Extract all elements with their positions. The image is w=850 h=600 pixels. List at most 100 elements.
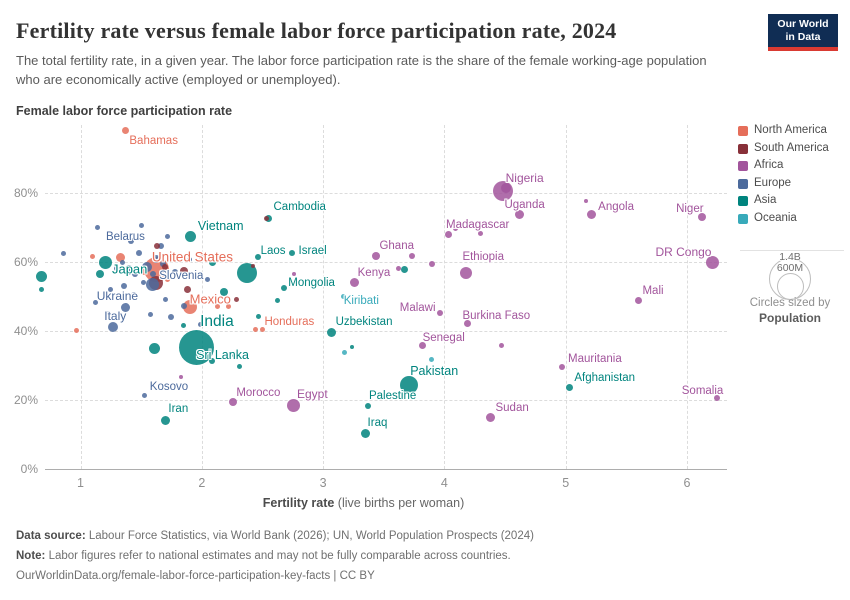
- data-point[interactable]: [74, 328, 80, 334]
- data-point-malawi[interactable]: [436, 310, 443, 317]
- data-point-kenya[interactable]: [350, 277, 360, 287]
- data-point[interactable]: [395, 265, 401, 271]
- data-point[interactable]: [408, 253, 415, 260]
- data-point-ghana[interactable]: [372, 252, 381, 261]
- data-point-mauritania[interactable]: [559, 363, 566, 370]
- data-point-mongolia[interactable]: [281, 284, 288, 291]
- data-point[interactable]: [225, 304, 231, 310]
- data-point[interactable]: [121, 283, 128, 290]
- data-point-vietnam[interactable]: [185, 230, 197, 242]
- data-point-dr-congo[interactable]: [705, 255, 719, 269]
- data-point-belarus[interactable]: [128, 237, 135, 244]
- data-point-senegal[interactable]: [419, 342, 427, 350]
- data-point-kosovo[interactable]: [142, 393, 148, 399]
- data-point-uganda[interactable]: [515, 209, 525, 219]
- data-point-sri-lanka[interactable]: [208, 358, 215, 364]
- data-point[interactable]: [256, 313, 262, 319]
- data-point[interactable]: [428, 357, 434, 363]
- data-point[interactable]: [342, 349, 348, 355]
- data-point[interactable]: [165, 276, 171, 282]
- data-point[interactable]: [138, 222, 144, 228]
- data-point[interactable]: [179, 374, 184, 379]
- data-point[interactable]: [135, 250, 142, 257]
- data-point[interactable]: [250, 264, 255, 269]
- data-point-bahamas[interactable]: [121, 127, 129, 135]
- data-point[interactable]: [168, 314, 175, 321]
- data-point[interactable]: [116, 253, 126, 262]
- data-point[interactable]: [205, 297, 211, 303]
- data-point-uzbekistan[interactable]: [327, 327, 337, 337]
- footer-url[interactable]: OurWorldinData.org/female-labor-force-pa…: [16, 570, 375, 582]
- data-point-ukraine[interactable]: [120, 303, 130, 313]
- data-point[interactable]: [452, 226, 458, 232]
- data-point[interactable]: [205, 277, 211, 283]
- data-point-iraq[interactable]: [361, 428, 371, 438]
- data-point-palestine[interactable]: [364, 402, 371, 409]
- data-point-ethiopia[interactable]: [460, 267, 473, 280]
- data-point[interactable]: [142, 261, 153, 272]
- data-point-japan[interactable]: [99, 255, 113, 269]
- data-point[interactable]: [498, 342, 504, 348]
- data-point-niger[interactable]: [697, 213, 706, 222]
- data-point[interactable]: [108, 287, 114, 293]
- data-point[interactable]: [132, 270, 139, 277]
- data-point[interactable]: [187, 257, 193, 263]
- data-point[interactable]: [105, 311, 111, 317]
- data-point[interactable]: [400, 266, 408, 274]
- data-point[interactable]: [501, 183, 512, 194]
- data-point-slovenia[interactable]: [150, 271, 157, 278]
- data-point[interactable]: [114, 266, 120, 272]
- data-point[interactable]: [236, 263, 257, 284]
- data-point-laos[interactable]: [254, 254, 261, 261]
- data-point[interactable]: [263, 216, 269, 222]
- data-point-mali[interactable]: [634, 297, 642, 305]
- data-point-somalia[interactable]: [714, 394, 721, 401]
- data-point[interactable]: [429, 261, 436, 268]
- data-point[interactable]: [153, 243, 160, 250]
- data-point[interactable]: [148, 342, 160, 354]
- data-point-honduras[interactable]: [259, 327, 265, 333]
- data-point[interactable]: [584, 198, 589, 203]
- data-point-burkina-faso[interactable]: [463, 319, 471, 327]
- data-point[interactable]: [198, 254, 205, 261]
- data-point[interactable]: [291, 272, 296, 277]
- data-point[interactable]: [350, 344, 355, 349]
- data-point[interactable]: [94, 225, 100, 231]
- data-point[interactable]: [61, 250, 67, 256]
- data-point[interactable]: [130, 292, 137, 299]
- data-point-angola[interactable]: [586, 209, 596, 219]
- data-point[interactable]: [234, 297, 240, 303]
- data-point[interactable]: [219, 288, 228, 296]
- data-point-egypt[interactable]: [287, 399, 301, 413]
- data-point[interactable]: [157, 243, 164, 250]
- data-point[interactable]: [36, 271, 48, 283]
- data-point[interactable]: [120, 259, 126, 265]
- data-point[interactable]: [213, 252, 219, 258]
- data-point-pakistan[interactable]: [400, 376, 419, 395]
- data-point[interactable]: [183, 286, 191, 294]
- data-point[interactable]: [148, 311, 154, 317]
- data-point[interactable]: [236, 364, 242, 370]
- data-point[interactable]: [162, 264, 169, 271]
- data-point[interactable]: [124, 264, 135, 275]
- data-point-israel[interactable]: [288, 250, 295, 257]
- data-point[interactable]: [92, 299, 98, 305]
- data-point[interactable]: [192, 273, 199, 280]
- owid-logo[interactable]: Our World in Data: [768, 14, 838, 52]
- data-point[interactable]: [172, 269, 179, 276]
- data-point[interactable]: [179, 266, 188, 275]
- data-point[interactable]: [39, 287, 45, 293]
- data-point[interactable]: [165, 234, 171, 240]
- data-point[interactable]: [198, 321, 204, 327]
- data-point[interactable]: [162, 297, 168, 303]
- data-point-iran[interactable]: [160, 415, 170, 425]
- data-point[interactable]: [90, 253, 96, 259]
- data-point[interactable]: [252, 327, 258, 333]
- data-point-italy[interactable]: [108, 321, 119, 332]
- data-point[interactable]: [478, 230, 484, 236]
- data-point[interactable]: [180, 302, 187, 309]
- data-point-afghanistan[interactable]: [565, 384, 573, 392]
- data-point[interactable]: [215, 304, 221, 310]
- data-point-kiribati[interactable]: [341, 294, 347, 300]
- data-point-morocco[interactable]: [229, 398, 238, 407]
